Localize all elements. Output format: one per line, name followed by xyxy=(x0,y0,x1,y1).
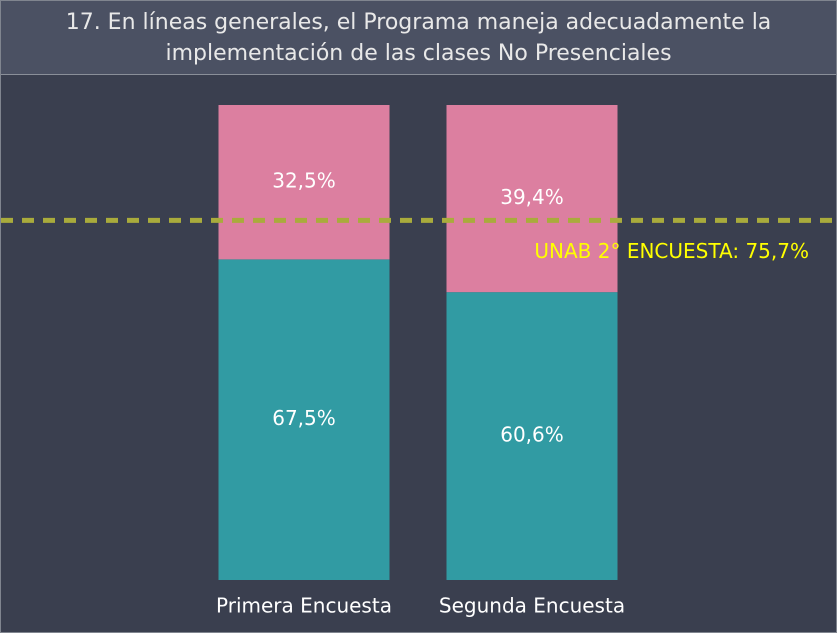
value-label: 32,5% xyxy=(272,169,336,193)
chart-title: 17. En líneas generales, el Programa man… xyxy=(1,1,836,75)
x-tick-label: Segunda Encuesta xyxy=(439,594,625,618)
x-tick-label: Primera Encuesta xyxy=(216,594,392,618)
value-label: 60,6% xyxy=(500,423,564,447)
value-label: 39,4% xyxy=(500,185,564,209)
bar-segment xyxy=(218,259,390,580)
bar-segment xyxy=(218,105,390,260)
bar-segment xyxy=(446,105,618,293)
value-label: 67,5% xyxy=(272,406,336,430)
bar-segment xyxy=(446,292,618,580)
reference-label: UNAB 2° ENCUESTA: 75,7% xyxy=(534,239,809,263)
